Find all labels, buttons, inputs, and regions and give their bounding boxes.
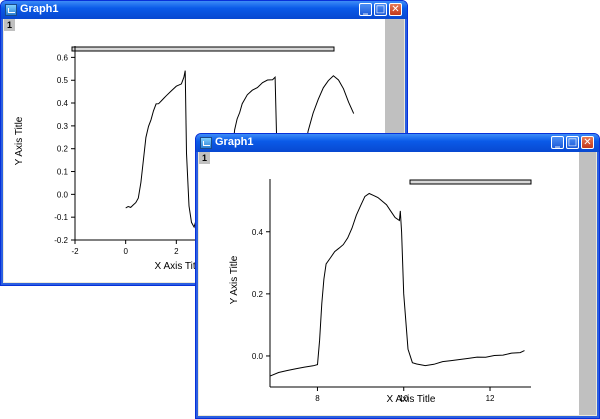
layer-tab[interactable]: 1 [199, 152, 210, 164]
line-chart[interactable]: 8 10 12 0.0 0.2 0.4 X Axis Title Y Axis Title [199, 152, 579, 417]
minimize-button[interactable]: _ [551, 136, 564, 149]
x-tick-label: 12 [486, 394, 495, 403]
maximize-button[interactable]: □ [566, 136, 579, 149]
minimize-button[interactable]: _ [359, 3, 372, 16]
y-tick-label: -0.1 [54, 213, 68, 222]
legend-box[interactable] [71, 46, 335, 52]
graph-app-icon [200, 137, 212, 149]
x-axis-title[interactable]: X Axis Title [387, 394, 436, 405]
x-axis-title[interactable]: X Axis Title [155, 261, 204, 272]
y-tick-label: 0.0 [252, 352, 264, 361]
y-tick-label: 0.0 [57, 190, 69, 199]
legend-box[interactable] [409, 179, 532, 185]
title-bar[interactable]: Graph1 _ □ ✕ [196, 134, 599, 152]
y-tick-label: -0.2 [54, 236, 68, 245]
window-title: Graph1 [215, 136, 254, 148]
y-tick-label: 0.6 [57, 53, 69, 62]
y-tick-label: 0.2 [252, 290, 264, 299]
graph-app-icon [5, 4, 17, 16]
y-tick-label: 0.4 [252, 228, 264, 237]
y-tick-label: 0.4 [57, 99, 69, 108]
y-axis-title[interactable]: Y Axis Title [229, 255, 240, 304]
page-margin-bar [579, 152, 596, 415]
window-title: Graph1 [20, 3, 59, 15]
graph-page[interactable]: 1 8 10 12 0.0 0.2 0.4 X Axis Title Y Axis Title [199, 152, 596, 415]
x-tick-label: 2 [174, 247, 179, 256]
x-tick-label: 0 [123, 247, 128, 256]
maximize-button[interactable]: □ [374, 3, 387, 16]
x-tick-label: -2 [71, 247, 79, 256]
y-tick-label: 0.3 [57, 122, 69, 131]
layer-tab[interactable]: 1 [4, 19, 15, 31]
title-bar[interactable]: Graph1 _ □ ✕ [1, 1, 407, 19]
data-series-line[interactable] [269, 192, 525, 377]
x-tick-label: 8 [315, 394, 320, 403]
y-tick-label: 0.2 [57, 145, 69, 154]
y-tick-label: 0.1 [57, 168, 69, 177]
y-tick-label: 0.5 [57, 76, 69, 85]
x-tick-label: 10 [399, 394, 408, 403]
close-button[interactable]: ✕ [581, 136, 594, 149]
graph-window-front[interactable]: Graph1 _ □ ✕ 1 8 10 12 0.0 0.2 0.4 X Axis Titl… [195, 133, 600, 419]
y-axis-title[interactable]: Y Axis Title [14, 116, 25, 165]
close-button[interactable]: ✕ [389, 3, 402, 16]
